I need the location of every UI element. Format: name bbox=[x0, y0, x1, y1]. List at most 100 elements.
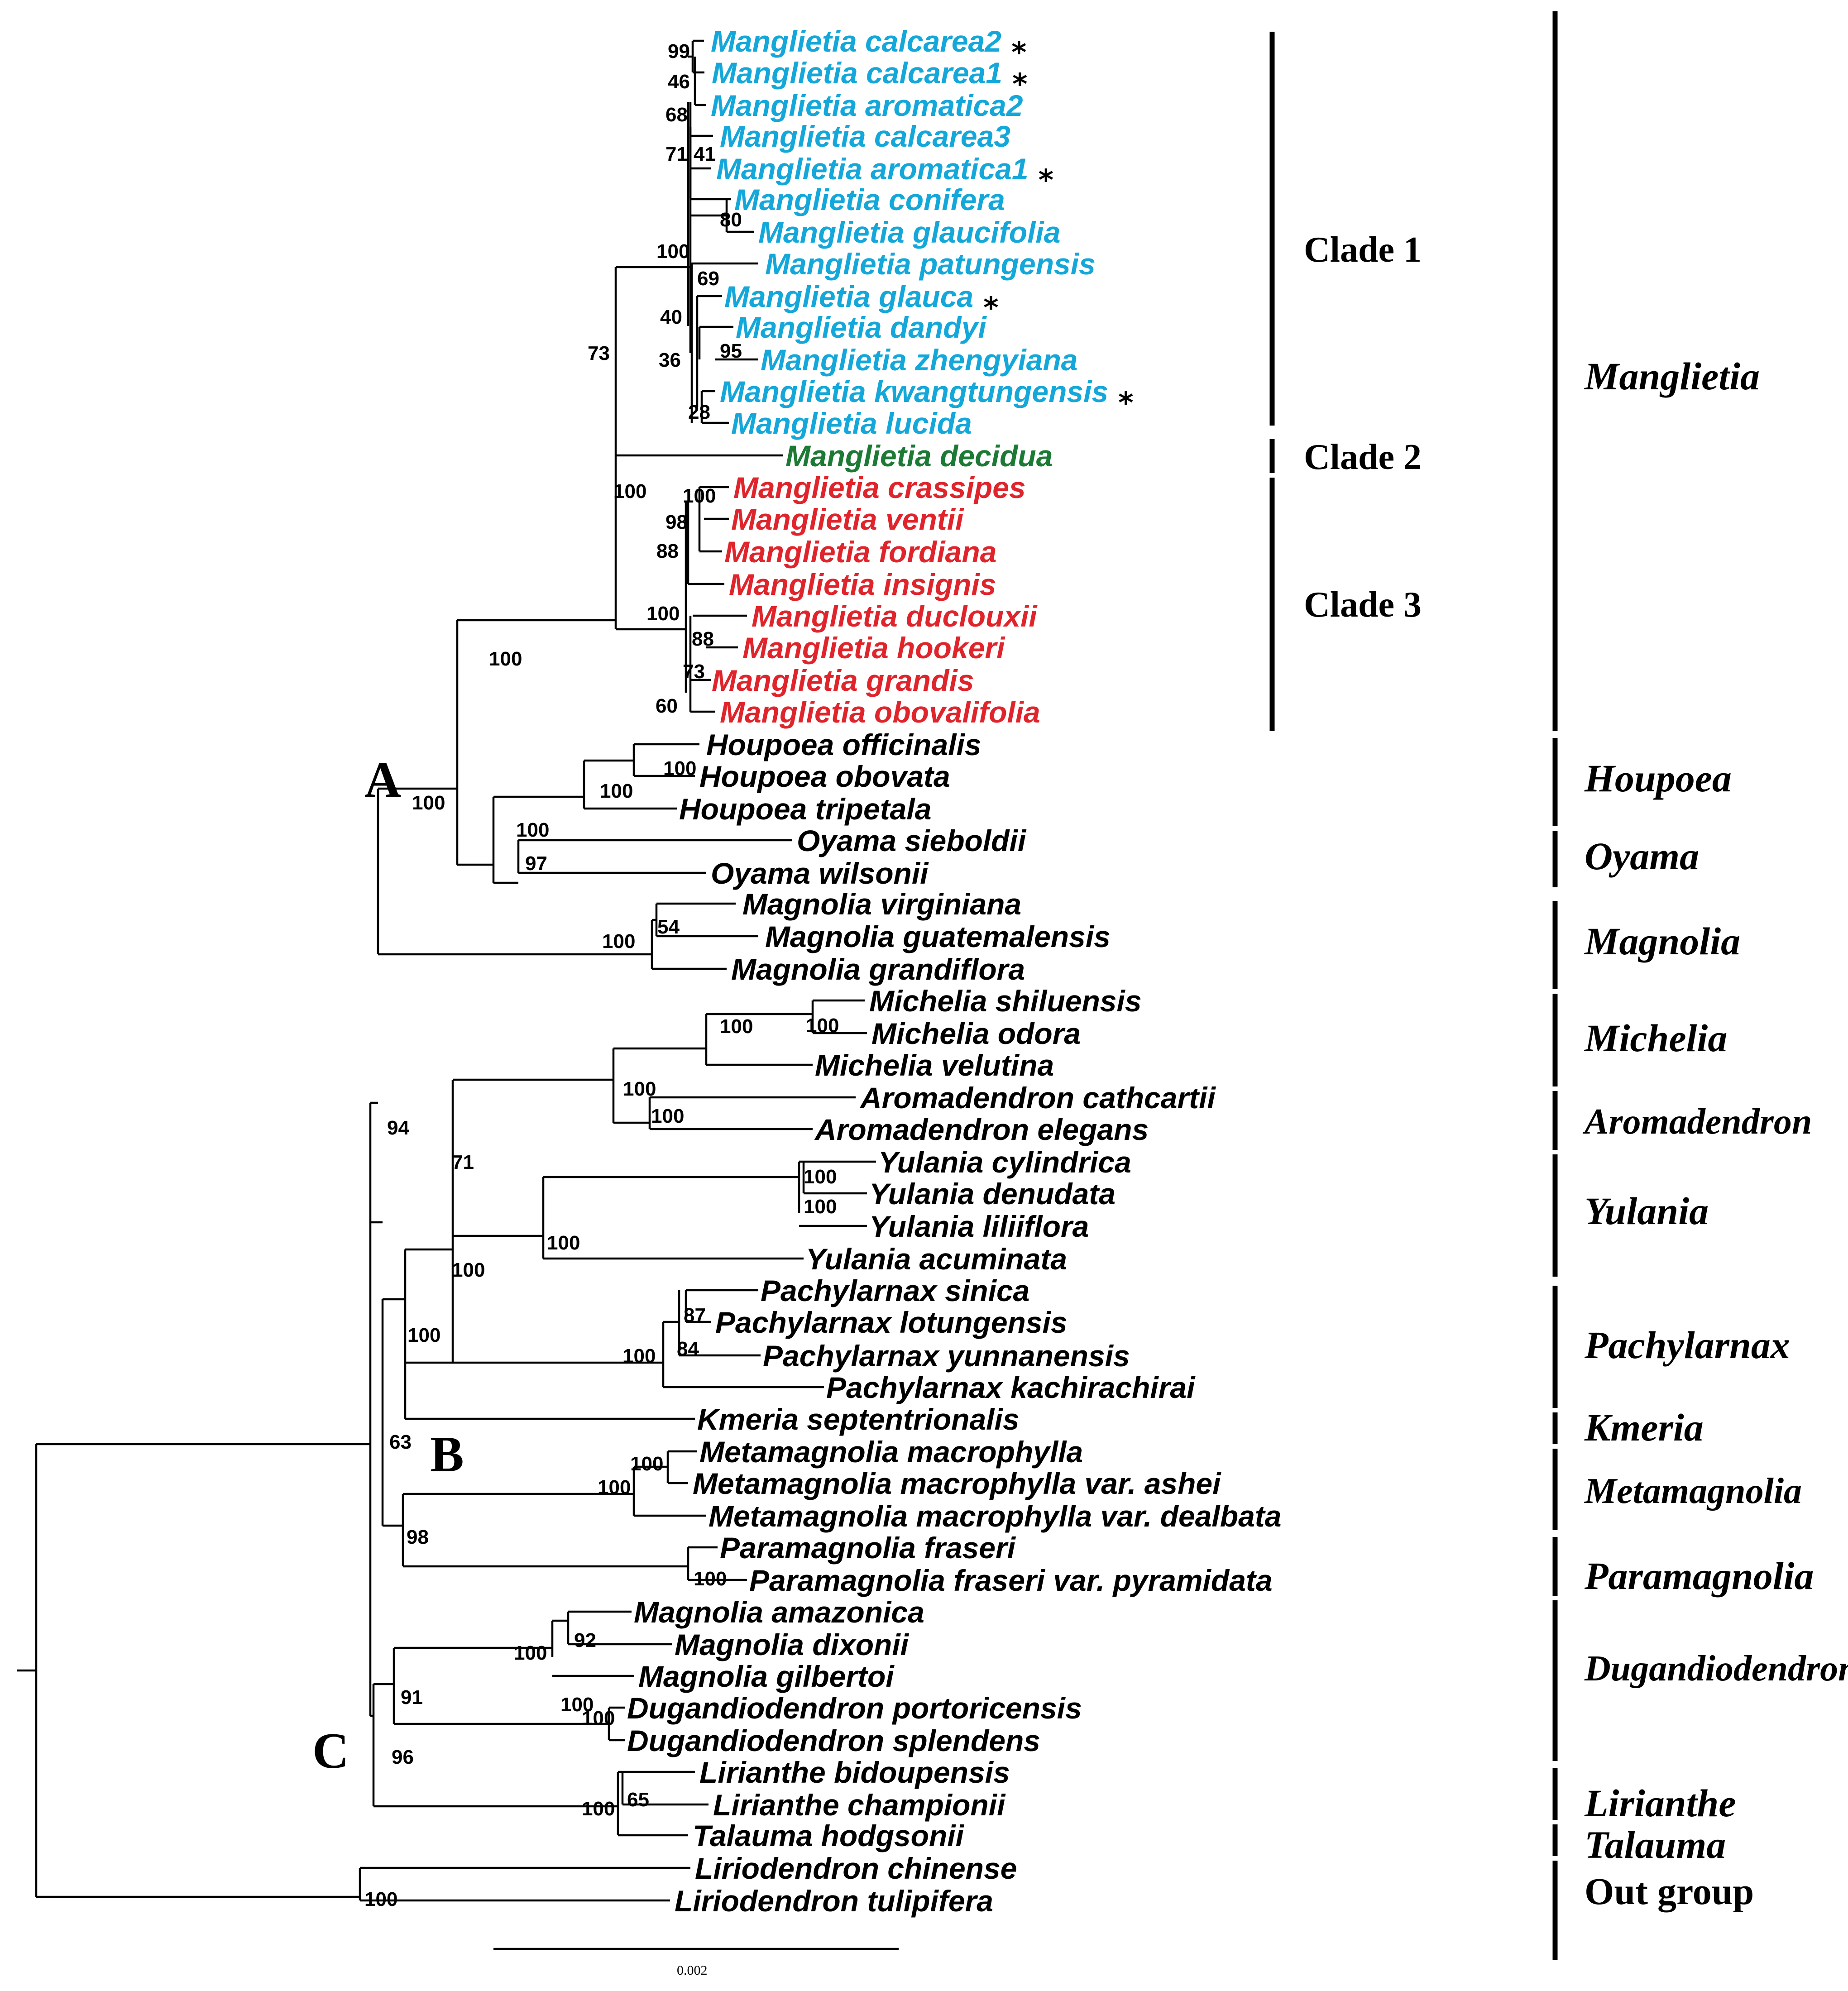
taxon-label: Metamagnolia macrophylla bbox=[699, 1435, 1083, 1469]
taxon-label: Talauma hodgsonii bbox=[693, 1819, 965, 1852]
support-value: 36 bbox=[659, 349, 681, 371]
support-value: 100 bbox=[622, 1345, 656, 1367]
support-value: 100 bbox=[514, 1642, 547, 1664]
clade-label: Clade 1 bbox=[1304, 230, 1422, 270]
support-value: 60 bbox=[656, 695, 678, 717]
taxon-label: Manglietia calcarea3 bbox=[720, 120, 1010, 153]
taxon-label: Magnolia guatemalensis bbox=[765, 920, 1111, 953]
asterisk-marker: * bbox=[983, 292, 998, 325]
support-value: 63 bbox=[389, 1431, 412, 1453]
taxon-label: Manglietia duclouxii bbox=[752, 599, 1038, 633]
genus-label: Kmeria bbox=[1584, 1406, 1704, 1449]
support-value: 98 bbox=[407, 1526, 429, 1548]
genus-label: Lirianthe bbox=[1584, 1781, 1736, 1825]
taxon-label: Manglietia glauca bbox=[724, 280, 973, 313]
support-value: 100 bbox=[804, 1196, 837, 1218]
support-value: 28 bbox=[688, 401, 710, 423]
support-value: 100 bbox=[407, 1324, 440, 1346]
support-value: 98 bbox=[665, 511, 688, 533]
taxon-label: Oyama sieboldii bbox=[797, 824, 1027, 857]
scale-bar-label: 0.002 bbox=[677, 1963, 708, 1978]
support-value: 73 bbox=[683, 660, 705, 683]
support-value: 100 bbox=[516, 819, 549, 841]
genus-label: Houpoea bbox=[1584, 756, 1732, 800]
taxon-label: Lirianthe championii bbox=[713, 1788, 1006, 1822]
support-value: 88 bbox=[656, 540, 679, 562]
support-value: 99 bbox=[668, 40, 690, 62]
genus-label: Oyama bbox=[1585, 834, 1699, 878]
taxon-label: Houpoea officinalis bbox=[706, 728, 981, 761]
taxon-label: Michelia odora bbox=[871, 1017, 1081, 1050]
support-value: 100 bbox=[412, 792, 445, 814]
taxon-label: Manglietia fordiana bbox=[724, 535, 996, 569]
support-value: 100 bbox=[452, 1259, 485, 1281]
taxon-label: Manglietia lucida bbox=[731, 407, 972, 440]
taxon-label: Dugandiodendron splendens bbox=[627, 1724, 1040, 1757]
support-value: 94 bbox=[387, 1117, 409, 1139]
asterisk-marker: * bbox=[1012, 68, 1027, 101]
taxon-label: Magnolia gilbertoi bbox=[638, 1660, 895, 1693]
support-value: 100 bbox=[600, 780, 633, 802]
taxon-label: Manglietia obovalifolia bbox=[720, 695, 1040, 729]
support-value: 69 bbox=[697, 268, 719, 290]
support-value: 100 bbox=[560, 1694, 594, 1716]
genus-label: Yulania bbox=[1585, 1189, 1709, 1233]
clade-label: Clade 2 bbox=[1304, 437, 1422, 477]
taxon-label: Yulania liliiflora bbox=[869, 1210, 1089, 1243]
support-value: 92 bbox=[574, 1629, 596, 1651]
genus-label: Pachylarnax bbox=[1584, 1323, 1790, 1367]
asterisk-marker: * bbox=[1118, 387, 1133, 420]
support-value: 65 bbox=[627, 1789, 649, 1811]
taxon-label: Aromadendron cathcartii bbox=[859, 1081, 1216, 1115]
taxon-label: Manglietia patungensis bbox=[765, 247, 1096, 281]
support-value: 100 bbox=[602, 930, 635, 952]
taxon-label: Metamagnolia macrophylla var. ashei bbox=[693, 1467, 1221, 1500]
support-value: 84 bbox=[677, 1338, 699, 1360]
support-value: 46 bbox=[668, 71, 690, 93]
taxon-label: Michelia velutina bbox=[815, 1048, 1054, 1082]
support-value: 71 bbox=[665, 143, 688, 165]
support-value: 96 bbox=[392, 1746, 414, 1768]
taxon-label: Magnolia dixonii bbox=[675, 1628, 910, 1661]
taxon-label: Manglietia decidua bbox=[785, 439, 1053, 473]
support-value: 100 bbox=[623, 1078, 656, 1100]
taxon-label: Lirianthe bidoupensis bbox=[699, 1756, 1010, 1789]
taxon-label: Michelia shiluensis bbox=[869, 984, 1142, 1018]
taxon-label: Manglietia crassipes bbox=[733, 471, 1026, 504]
taxon-label: Houpoea tripetala bbox=[679, 792, 931, 826]
taxon-label: Manglietia aromatica2 bbox=[711, 89, 1023, 122]
taxon-label: Manglietia grandis bbox=[712, 664, 974, 697]
support-value: 54 bbox=[657, 916, 680, 938]
taxon-label: Manglietia dandyi bbox=[736, 311, 987, 344]
support-value: 100 bbox=[547, 1232, 580, 1254]
taxon-label: Manglietia calcarea2 bbox=[711, 24, 1001, 58]
support-value: 100 bbox=[598, 1476, 631, 1498]
taxon-label: Yulania denudata bbox=[869, 1177, 1116, 1211]
genus-label: Manglietia bbox=[1584, 354, 1760, 398]
support-value: 88 bbox=[692, 628, 714, 650]
support-value: 100 bbox=[489, 648, 522, 670]
taxon-label: Yulania acuminata bbox=[806, 1242, 1067, 1276]
taxon-label: Manglietia kwangtungensis bbox=[720, 375, 1108, 408]
support-value: 100 bbox=[656, 240, 689, 263]
support-value: 100 bbox=[663, 757, 696, 780]
taxon-label: Paramagnolia fraseri bbox=[720, 1531, 1016, 1565]
taxon-label: Manglietia insignis bbox=[729, 568, 996, 601]
support-value: 100 bbox=[651, 1105, 684, 1127]
taxon-label: Pachylarnax lotungensis bbox=[715, 1306, 1068, 1339]
genus-label: Paramagnolia bbox=[1584, 1554, 1814, 1598]
taxon-label: Manglietia hookeri bbox=[742, 631, 1005, 665]
support-value: 95 bbox=[720, 340, 742, 362]
clade-label: Clade 3 bbox=[1304, 585, 1422, 625]
taxon-label: Liriodendron tulipifera bbox=[675, 1884, 993, 1918]
support-value: 97 bbox=[525, 852, 547, 875]
taxon-label: Yulania cylindrica bbox=[878, 1145, 1131, 1179]
taxon-label: Oyama wilsonii bbox=[711, 857, 929, 890]
genus-label: Dugandiodendron bbox=[1584, 1649, 1848, 1689]
support-value: 87 bbox=[684, 1304, 706, 1326]
support-value: 80 bbox=[720, 209, 742, 231]
support-value: 41 bbox=[694, 143, 716, 165]
taxon-label: Manglietia glaucifolia bbox=[758, 215, 1060, 249]
support-value: 71 bbox=[452, 1151, 474, 1173]
support-value: 91 bbox=[401, 1686, 423, 1709]
